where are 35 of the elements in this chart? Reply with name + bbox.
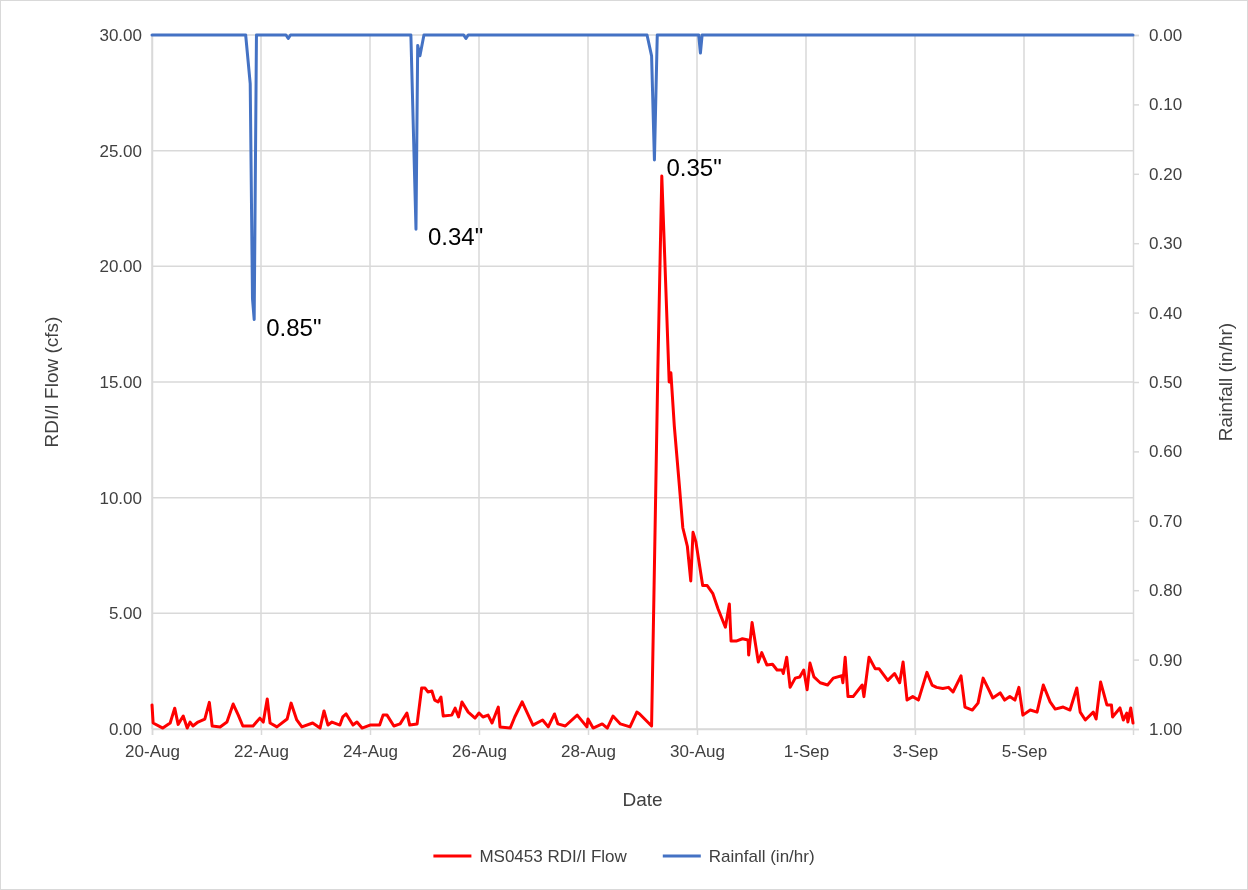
legend-label: Rainfall (in/hr) [708, 847, 815, 866]
y-tick-label: 20.00 [99, 257, 142, 277]
y2-tick-label: 0.70 [1149, 511, 1183, 531]
y-tick-label: 5.00 [108, 604, 142, 624]
x-tick-label: 3-Sep [892, 742, 939, 762]
y-tick-label: 25.00 [99, 141, 142, 161]
y-tick-label: 10.00 [99, 488, 142, 508]
x-tick-label: 28-Aug [561, 742, 616, 762]
x-tick-label: 5-Sep [1001, 742, 1048, 762]
y-tick-label: 30.00 [99, 25, 142, 45]
y2-tick-label: 0.00 [1149, 25, 1183, 45]
y-axis-title: RDI/I Flow (cfs) [41, 316, 62, 448]
legend-label: MS0453 RDI/I Flow [479, 847, 628, 866]
x-tick-label: 1-Sep [783, 742, 830, 762]
x-tick-label: 24-Aug [343, 742, 398, 762]
y2-tick-label: 0.90 [1149, 650, 1183, 670]
y-tick-label: 0.00 [108, 719, 142, 739]
y2-axis-title: Rainfall (in/hr) [1215, 322, 1236, 442]
annotation: 0.85" [266, 313, 322, 341]
y2-tick-label: 0.60 [1149, 442, 1183, 462]
x-axis-title: Date [622, 789, 663, 810]
y2-tick-label: 1.00 [1149, 719, 1183, 739]
y2-tick-label: 0.80 [1149, 581, 1183, 601]
x-tick-label: 22-Aug [234, 742, 289, 762]
x-tick-label: 20-Aug [125, 742, 180, 762]
x-tick-label: 26-Aug [452, 742, 507, 762]
annotation: 0.34" [427, 223, 484, 251]
annotation: 0.35" [666, 153, 722, 181]
y2-tick-label: 0.30 [1149, 234, 1183, 254]
y2-tick-label: 0.20 [1149, 164, 1183, 184]
y-tick-label: 15.00 [99, 372, 142, 392]
y2-tick-label: 0.50 [1149, 372, 1183, 392]
x-tick-label: 30-Aug [670, 742, 725, 762]
y2-tick-label: 0.40 [1149, 303, 1183, 323]
y2-tick-label: 0.10 [1149, 95, 1183, 115]
